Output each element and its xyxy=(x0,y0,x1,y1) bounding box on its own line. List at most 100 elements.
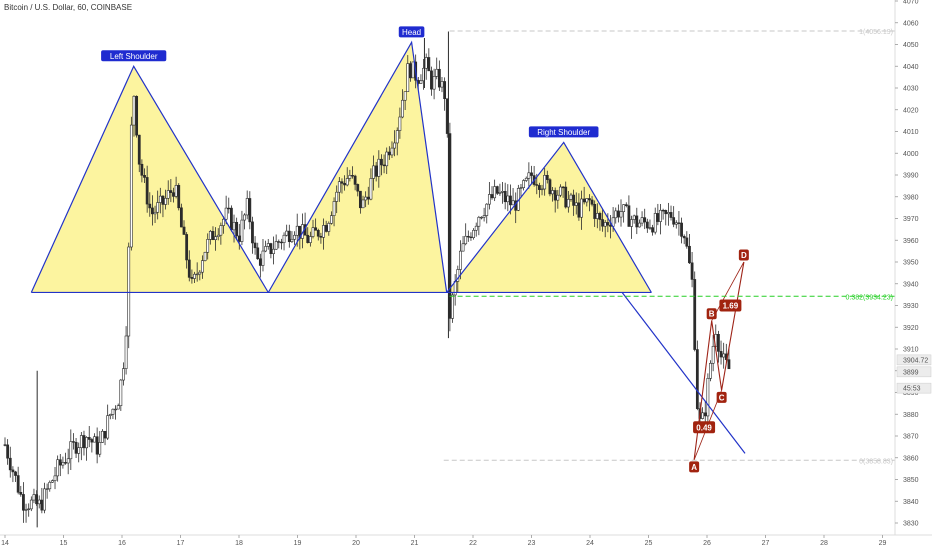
candle-body xyxy=(356,184,360,192)
candle-body xyxy=(64,462,67,464)
price-tick-label: 3850 xyxy=(903,477,919,484)
time-tick-label: 18 xyxy=(235,540,243,547)
candle-body xyxy=(490,194,494,199)
time-tick-label: 26 xyxy=(703,540,711,547)
candle-body xyxy=(227,207,231,210)
candle-body xyxy=(409,63,412,79)
price-tag-bg xyxy=(896,354,932,366)
candle-body xyxy=(537,185,541,190)
candle-body xyxy=(122,368,125,381)
candle-body xyxy=(609,224,612,227)
candle-body xyxy=(195,273,199,276)
candle-body xyxy=(480,216,483,219)
candle-body xyxy=(672,217,676,225)
candle-body xyxy=(598,213,602,220)
price-tick-label: 3860 xyxy=(903,455,919,462)
candle-body xyxy=(322,225,325,238)
price-tick-label: 3890 xyxy=(903,390,919,397)
harmonic-ratio-bg xyxy=(693,421,716,434)
candle-body xyxy=(272,248,275,254)
candle-body xyxy=(369,178,373,200)
time-axis[interactable]: 14 15 16 17 18 19 20 21 22 23 24 25 26 27 28 29 xyxy=(0,534,932,547)
price-tick-label: 4050 xyxy=(903,42,919,49)
candle-body xyxy=(443,81,447,100)
candle-body xyxy=(40,499,44,511)
candle-body xyxy=(253,242,257,249)
candle-body xyxy=(474,225,478,231)
candle-body xyxy=(222,218,225,226)
candle-body xyxy=(245,198,249,216)
candle-body xyxy=(256,247,260,260)
time-tick-label: 16 xyxy=(118,540,126,547)
pattern-fill-3 xyxy=(446,142,652,293)
candle-body xyxy=(114,408,117,411)
candle-body xyxy=(240,219,244,242)
candle-body xyxy=(87,437,91,440)
candle-body xyxy=(24,509,28,511)
candle-body xyxy=(95,436,99,455)
candle-body xyxy=(519,187,523,189)
harmonic-point-label: C xyxy=(719,393,725,402)
candle-body xyxy=(290,238,294,242)
candle-body xyxy=(693,279,697,350)
harmonic-point-bg xyxy=(689,461,700,473)
candle-body xyxy=(132,95,136,126)
candle-body xyxy=(551,190,554,195)
harmonic-bd xyxy=(711,261,745,321)
candle-body xyxy=(308,236,312,243)
time-tick-label: 17 xyxy=(177,540,185,547)
price-tag-bg xyxy=(896,382,932,394)
candle-body xyxy=(224,207,228,220)
time-tick-label: 22 xyxy=(469,540,477,547)
candle-body xyxy=(6,444,10,459)
candle-body xyxy=(156,202,160,213)
price-tag: 3904.72 xyxy=(903,357,928,364)
candle-body xyxy=(101,430,104,443)
candle-body xyxy=(638,222,641,228)
candle-body xyxy=(664,210,668,215)
candle-body xyxy=(627,205,631,227)
candle-body xyxy=(572,194,576,206)
candle-body xyxy=(495,186,499,194)
candle-body xyxy=(511,200,515,206)
candle-body xyxy=(8,457,12,471)
price-axis[interactable]: 3830384038503860387038803890390039103920… xyxy=(894,0,932,550)
candle-body xyxy=(319,235,323,238)
candle-body xyxy=(174,185,178,197)
candle-body xyxy=(661,209,665,212)
candle-body xyxy=(640,217,644,224)
harmonic-point-label: D xyxy=(741,251,747,260)
candle-body xyxy=(306,234,310,243)
candle-body xyxy=(506,195,510,203)
candle-body xyxy=(237,235,241,242)
candle-body xyxy=(366,196,370,200)
candle-body xyxy=(266,243,270,247)
candle-body xyxy=(377,158,381,177)
candle-body xyxy=(116,405,120,410)
candle-body xyxy=(522,180,526,188)
price-tick-label: 3930 xyxy=(903,303,919,310)
candle-body xyxy=(485,203,489,216)
candle-body xyxy=(487,194,491,205)
candle-body xyxy=(316,230,320,237)
candle-body xyxy=(243,214,246,221)
candle-body xyxy=(448,133,452,319)
candle-body xyxy=(82,435,86,449)
candle-body xyxy=(32,494,36,501)
candle-body xyxy=(509,195,512,206)
candle-body xyxy=(90,439,94,443)
pattern-label: Head xyxy=(402,28,421,37)
candle-body xyxy=(164,197,167,205)
fib-level-label: 0.382(3934.23) xyxy=(846,294,893,301)
candle-body xyxy=(524,177,528,181)
candle-body xyxy=(274,241,278,250)
candle-body xyxy=(143,175,146,178)
pattern-label: Left Shoulder xyxy=(110,52,158,61)
candle-body xyxy=(398,116,402,131)
candle-body xyxy=(709,362,712,379)
candle-body xyxy=(219,225,223,236)
candle-body xyxy=(93,436,96,443)
candle-body xyxy=(345,178,349,186)
candle-body xyxy=(588,198,591,201)
